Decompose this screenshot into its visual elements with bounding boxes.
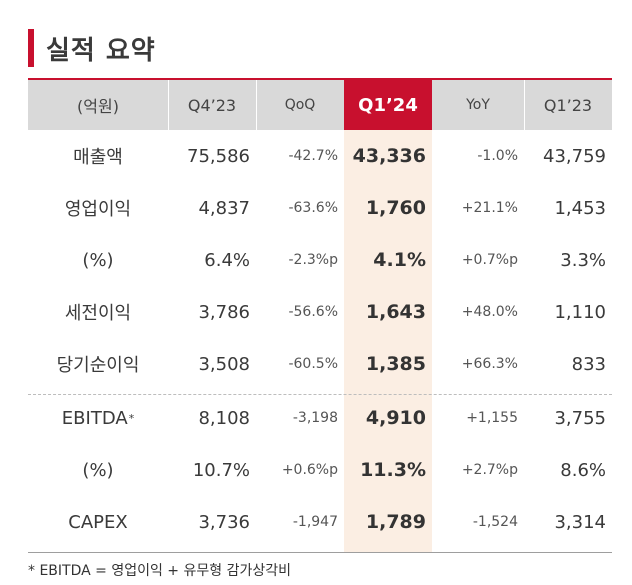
header-separator	[256, 80, 257, 130]
table-top-rule	[28, 78, 612, 80]
row-label: 영업이익	[28, 182, 168, 234]
row-label-text: 세전이익	[64, 303, 132, 324]
cell-q1-23: 833	[571, 353, 606, 375]
section-divider	[28, 394, 612, 395]
cell-q4-23: 3,508	[198, 353, 250, 375]
row-label-text: 영업이익	[64, 199, 132, 220]
header-yoy: YoY	[466, 97, 490, 113]
cell-q1-24: 1,385	[365, 353, 426, 375]
row-label-text: EBITDA	[61, 407, 128, 429]
table-bottom-rule	[28, 552, 612, 553]
row-label: CAPEX	[28, 496, 168, 548]
header-separator	[524, 80, 525, 130]
cell-yoy: +21.1%	[461, 200, 518, 216]
table-row: (%) 6.4% -2.3%p 4.1% +0.7%p 3.3%	[28, 234, 612, 286]
cell-yoy: -1,524	[472, 514, 518, 530]
cell-qoq: +0.6%p	[281, 462, 338, 478]
title-accent-bar	[28, 29, 34, 67]
page-title: 실적 요약	[46, 35, 156, 66]
row-label: (%)	[28, 234, 168, 286]
row-label: EBITDA *	[28, 392, 168, 444]
cell-yoy: +0.7%p	[461, 252, 518, 268]
cell-q4-23: 8,108	[198, 407, 250, 429]
row-label-text: CAPEX	[68, 511, 128, 533]
cell-q1-24: 1,789	[365, 511, 426, 533]
cell-q1-24: 4.1%	[373, 249, 426, 271]
cell-q4-23: 3,786	[198, 301, 250, 323]
header-q1-23: Q1’23	[543, 95, 593, 115]
row-label-text: (%)	[82, 249, 114, 271]
cell-q1-24: 1,643	[365, 301, 426, 323]
cell-qoq: -2.3%p	[288, 252, 338, 268]
cell-yoy: +48.0%	[461, 304, 518, 320]
cell-qoq: -60.5%	[288, 356, 338, 372]
table-header-row: (억원) Q4’23 QoQ Q1’24 YoY Q1’23	[28, 80, 612, 130]
cell-yoy: -1.0%	[477, 148, 518, 164]
header-separator	[168, 80, 169, 130]
q1-24-highlight-column	[344, 130, 432, 552]
cell-qoq: -56.6%	[288, 304, 338, 320]
table-row: (%) 10.7% +0.6%p 11.3% +2.7%p 8.6%	[28, 444, 612, 496]
cell-q4-23: 6.4%	[204, 249, 250, 271]
cell-q1-23: 1,110	[554, 301, 606, 323]
cell-qoq: -3,198	[292, 410, 338, 426]
cell-yoy: +66.3%	[461, 356, 518, 372]
footnote: * EBITDA = 영업이익 + 유무형 감가상각비	[28, 563, 291, 579]
row-label-text: 매출액	[73, 147, 123, 168]
row-label-footnote-mark: *	[128, 411, 135, 425]
row-label: 매출액	[28, 130, 168, 182]
cell-q1-23: 3,314	[554, 511, 606, 533]
header-unit: (억원)	[77, 97, 119, 116]
cell-q1-23: 3,755	[554, 407, 606, 429]
row-label-text: 당기순이익	[56, 355, 140, 376]
cell-qoq: -42.7%	[288, 148, 338, 164]
header-qoq: QoQ	[284, 97, 316, 113]
table-row: CAPEX 3,736 -1,947 1,789 -1,524 3,314	[28, 496, 612, 548]
table-row: 당기순이익 3,508 -60.5% 1,385 +66.3% 833	[28, 338, 612, 390]
cell-q1-24: 4,910	[365, 407, 426, 429]
table-row: EBITDA * 8,108 -3,198 4,910 +1,155 3,755	[28, 392, 612, 444]
cell-q1-24: 11.3%	[360, 459, 426, 481]
cell-yoy: +1,155	[466, 410, 518, 426]
row-label: (%)	[28, 444, 168, 496]
row-label-text: (%)	[82, 459, 114, 481]
cell-q1-23: 43,759	[543, 145, 606, 167]
cell-qoq: -63.6%	[288, 200, 338, 216]
cell-q1-23: 8.6%	[560, 459, 606, 481]
cell-q4-23: 3,736	[198, 511, 250, 533]
cell-q1-23: 1,453	[554, 197, 606, 219]
title-section: 실적 요약	[28, 28, 156, 68]
header-q4-23: Q4’23	[187, 95, 237, 115]
cell-q4-23: 4,837	[198, 197, 250, 219]
table-row: 영업이익 4,837 -63.6% 1,760 +21.1% 1,453	[28, 182, 612, 234]
cell-q1-24: 43,336	[352, 145, 426, 167]
cell-yoy: +2.7%p	[461, 462, 518, 478]
header-q1-24: Q1’24	[344, 80, 432, 130]
cell-q1-24: 1,760	[365, 197, 426, 219]
cell-q4-23: 10.7%	[192, 459, 250, 481]
row-label: 세전이익	[28, 286, 168, 338]
table-row: 세전이익 3,786 -56.6% 1,643 +48.0% 1,110	[28, 286, 612, 338]
cell-qoq: -1,947	[292, 514, 338, 530]
cell-q1-23: 3.3%	[560, 249, 606, 271]
table-row: 매출액 75,586 -42.7% 43,336 -1.0% 43,759	[28, 130, 612, 182]
row-label: 당기순이익	[28, 338, 168, 390]
cell-q4-23: 75,586	[187, 145, 250, 167]
